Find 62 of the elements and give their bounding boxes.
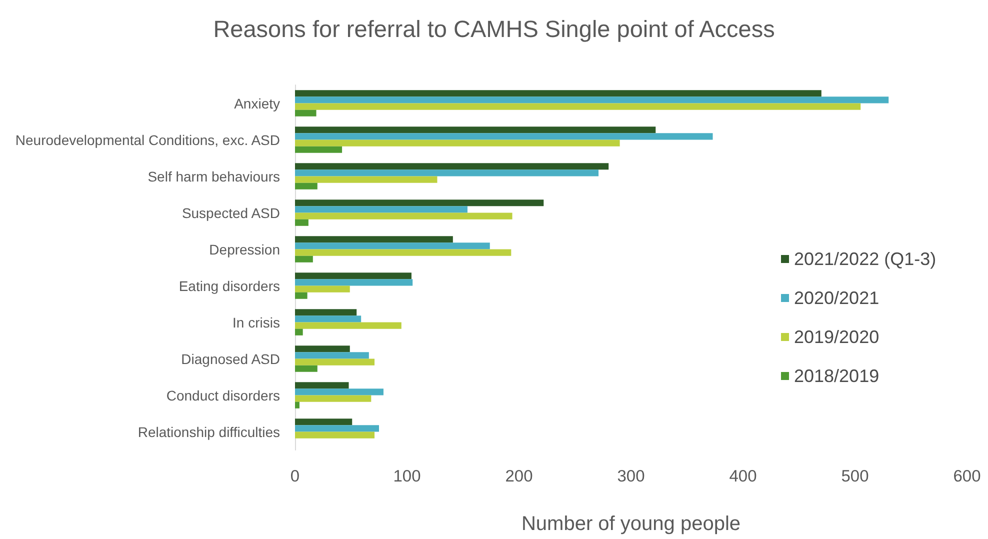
bar [295, 346, 350, 352]
y-tick-label: Diagnosed ASD [181, 350, 280, 367]
bar [295, 249, 512, 256]
bar [295, 103, 861, 110]
legend-label: 2021/2022 (Q1-3) [794, 249, 936, 269]
y-tick-label: Conduct disorders [166, 387, 280, 404]
bar [295, 322, 402, 329]
y-tick-label: Eating disorders [178, 278, 280, 294]
bar [295, 242, 490, 250]
bar [295, 133, 713, 140]
bar [295, 395, 372, 402]
x-tick-label: 500 [841, 468, 869, 486]
legend-label: 2020/2021 [794, 288, 880, 308]
chart-title: Reasons for referral to CAMHS Single point of Access [213, 16, 775, 42]
bar [295, 365, 318, 372]
bar [295, 206, 468, 213]
bar [295, 212, 512, 220]
bar [295, 432, 375, 438]
bar [295, 272, 412, 280]
y-tick-label: Depression [209, 241, 280, 258]
bar [295, 126, 656, 134]
y-tick-label: Neurodevelopmental Conditions, exc. ASD [15, 132, 280, 148]
legend-label: 2019/2020 [794, 327, 880, 347]
bar [295, 425, 379, 432]
x-tick-label: 400 [729, 468, 757, 486]
bar [295, 200, 544, 206]
y-tick-label: Relationship difficulties [138, 424, 280, 440]
legend-label: 2018/2019 [794, 366, 880, 386]
bar [295, 309, 357, 316]
bar [295, 236, 453, 243]
bar [295, 292, 308, 299]
bar [295, 96, 889, 104]
y-tick-label: In crisis [232, 314, 280, 330]
x-tick-label: 600 [953, 468, 981, 486]
y-tick-label: Anxiety [234, 95, 280, 112]
y-tick-label: Suspected ASD [182, 204, 280, 221]
bar [295, 279, 413, 286]
bar [295, 170, 599, 176]
y-tick-label: Self harm behaviours [148, 168, 280, 184]
bar [295, 316, 362, 322]
bar [295, 358, 375, 366]
bar [295, 256, 313, 262]
bar [295, 110, 316, 116]
x-tick-label: 200 [505, 468, 533, 486]
bar [295, 352, 369, 359]
bar [295, 90, 822, 97]
x-tick-label: 100 [393, 468, 421, 486]
bar [295, 382, 349, 389]
bar [295, 388, 384, 396]
bar [295, 163, 609, 170]
bar [295, 219, 308, 226]
bar [295, 418, 352, 426]
bar [295, 146, 342, 153]
x-axis-title: Number of young people [521, 513, 741, 535]
bar [295, 176, 438, 183]
bar [295, 328, 303, 336]
bar [295, 182, 318, 190]
x-tick-label: 0 [290, 468, 300, 486]
x-tick-label: 300 [617, 468, 645, 486]
bar [295, 286, 350, 292]
bar [295, 140, 620, 146]
bar [295, 402, 300, 408]
